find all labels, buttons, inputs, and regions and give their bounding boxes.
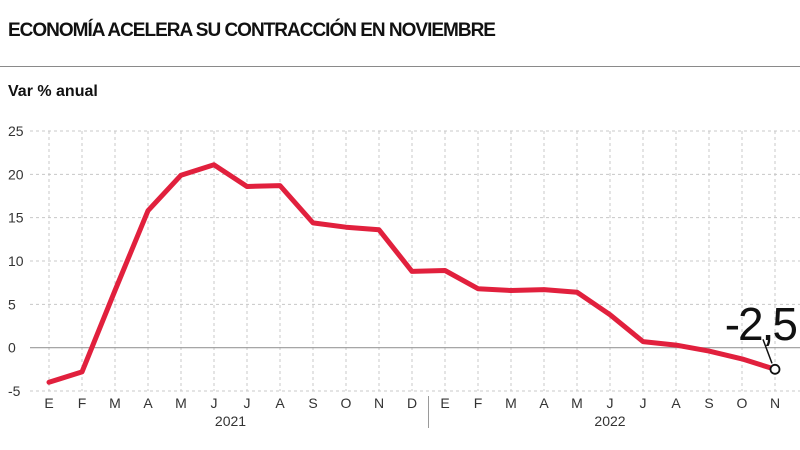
x-tick-label: S <box>704 395 713 411</box>
x-tick-label: A <box>539 395 549 411</box>
y-tick-label: -5 <box>8 383 21 399</box>
y-tick-label: 25 <box>8 123 24 139</box>
x-tick-label: J <box>607 395 614 411</box>
x-tick-label: O <box>341 395 352 411</box>
x-tick-label: D <box>407 395 417 411</box>
x-tick-label: J <box>244 395 251 411</box>
end-point-marker <box>769 363 781 375</box>
x-tick-label: M <box>571 395 583 411</box>
title-divider <box>0 66 800 67</box>
x-tick-label: M <box>109 395 121 411</box>
y-tick-label: 10 <box>8 253 24 269</box>
x-tick-label: S <box>308 395 317 411</box>
series-line <box>46 162 778 385</box>
x-tick-label: J <box>640 395 647 411</box>
y-axis-label: Var % anual <box>8 83 98 100</box>
y-tick-label: 0 <box>8 340 16 356</box>
latest-value-label: -2,5 <box>725 298 797 350</box>
x-tick-label: A <box>671 395 681 411</box>
year-label: 2022 <box>594 413 625 429</box>
x-tick-label: O <box>737 395 748 411</box>
x-tick-label: N <box>374 395 384 411</box>
x-tick-label: F <box>474 395 483 411</box>
x-tick-label: M <box>175 395 187 411</box>
y-tick-label: 20 <box>8 166 24 182</box>
callout-leader <box>762 339 773 364</box>
x-tick-label: A <box>275 395 285 411</box>
x-tick-label: F <box>78 395 87 411</box>
year-label: 2021 <box>215 413 246 429</box>
y-tick-label: 5 <box>8 296 16 312</box>
chart-title: ECONOMÍA ACELERA SU CONTRACCIÓN EN NOVIE… <box>8 20 496 41</box>
x-tick-label: M <box>505 395 517 411</box>
x-tick-label: J <box>211 395 218 411</box>
x-tick-label: E <box>44 395 53 411</box>
y-tick-label: 15 <box>8 210 24 226</box>
x-tick-label: E <box>440 395 449 411</box>
x-tick-label: A <box>143 395 153 411</box>
x-tick-label: N <box>770 395 780 411</box>
